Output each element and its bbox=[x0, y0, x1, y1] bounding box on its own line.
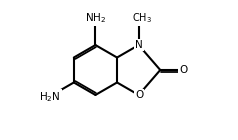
Text: N: N bbox=[135, 40, 143, 50]
Text: O: O bbox=[135, 90, 143, 100]
Text: CH$_3$: CH$_3$ bbox=[132, 11, 152, 25]
Text: O: O bbox=[179, 65, 187, 75]
Text: NH$_2$: NH$_2$ bbox=[85, 11, 106, 25]
Text: H$_2$N: H$_2$N bbox=[40, 90, 61, 104]
